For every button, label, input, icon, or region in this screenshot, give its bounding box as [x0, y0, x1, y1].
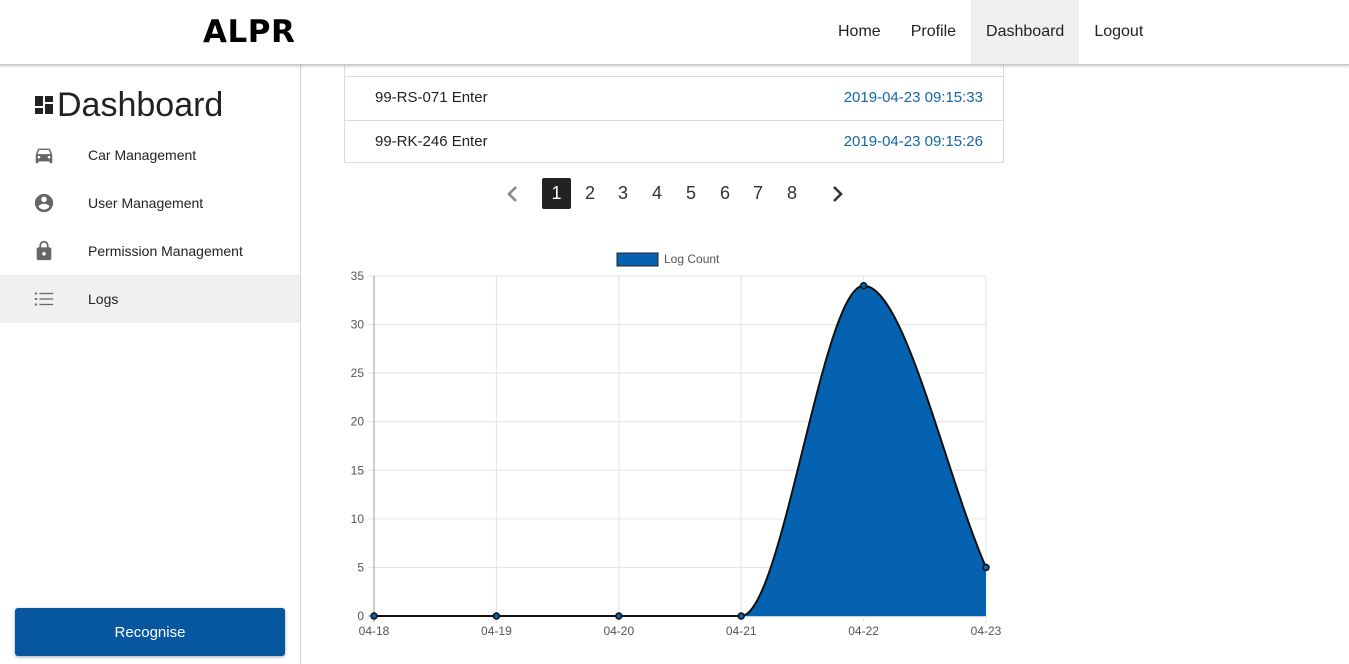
page-6[interactable]: 6 — [719, 183, 730, 203]
data-point — [615, 612, 623, 620]
list-icon — [34, 292, 54, 306]
data-point — [859, 281, 868, 290]
chart-area — [374, 284, 987, 617]
sidebar-title-text: Dashboard — [57, 85, 224, 124]
y-tick-label: 25 — [351, 366, 365, 380]
sidebar-item-permission-management[interactable]: Permission Management — [0, 227, 300, 275]
recognise-button[interactable]: Recognise — [15, 608, 285, 656]
chart-legend: Log Count — [616, 252, 720, 267]
lock-icon — [36, 240, 52, 261]
chevron-right-icon[interactable] — [827, 184, 847, 204]
sidebar-item-label: Logs — [88, 291, 119, 307]
page-3[interactable]: 3 — [617, 183, 628, 203]
y-tick-label: 15 — [351, 463, 365, 477]
log-time: 2019-04-23 09:15:33 — [843, 89, 983, 106]
data-point — [737, 612, 745, 620]
sidebar: Dashboard Car Management User Management… — [0, 65, 301, 664]
sidebar-item-label: User Management — [88, 195, 204, 211]
user-circle-icon — [34, 193, 54, 213]
y-tick-label: 20 — [351, 415, 365, 429]
top-navbar: ALPR Home Profile Dashboard Logout — [0, 0, 1349, 65]
legend-label: Log Count — [664, 252, 720, 266]
chevron-left-icon[interactable] — [503, 184, 523, 204]
nav-profile[interactable]: Profile — [910, 23, 957, 40]
chart-axes: 0 5 10 15 20 25 30 35 04-18 04-19 04-20 04-21 04-22 0… — [351, 269, 1002, 638]
data-point — [492, 612, 501, 620]
x-tick-label: 04-18 — [359, 624, 390, 638]
data-point — [370, 612, 378, 620]
log-count-chart: 0 5 10 15 20 25 30 35 04-18 04-19 04-20 04-21 04-22 0… — [351, 252, 1002, 638]
nav-dashboard[interactable]: Dashboard — [971, 0, 1080, 64]
sidebar-title: Dashboard — [34, 85, 223, 125]
y-tick-label: 0 — [357, 609, 364, 623]
page-7[interactable]: 7 — [752, 183, 763, 203]
logs-table: 99-RS-071 Enter 2019-04-23 09:15:33 99-R… — [344, 64, 1004, 163]
table-row[interactable]: 99-RS-071 Enter 2019-04-23 09:15:33 — [345, 77, 1003, 121]
x-tick-label: 04-21 — [726, 624, 757, 638]
log-plate: 99-RK-246 Enter — [375, 133, 488, 150]
dashboard-grid-icon — [35, 96, 53, 114]
nav-logout[interactable]: Logout — [1094, 23, 1144, 40]
x-tick-label: 04-20 — [603, 624, 634, 638]
brand-logo[interactable]: ALPR — [203, 14, 296, 50]
log-time: 2019-04-23 09:15:26 — [843, 133, 983, 150]
legend-swatch — [616, 252, 659, 267]
nav-home[interactable]: Home — [838, 23, 881, 40]
x-tick-label: 04-23 — [971, 624, 1002, 638]
y-tick-label: 10 — [351, 512, 365, 526]
page-2[interactable]: 2 — [584, 183, 595, 203]
page-8[interactable]: 8 — [786, 183, 797, 203]
page-4[interactable]: 4 — [651, 183, 662, 203]
sidebar-item-car-management[interactable]: Car Management — [0, 131, 300, 179]
table-row-partial — [345, 64, 1003, 77]
series-area-log-count — [374, 285, 986, 616]
table-row[interactable]: 99-RK-246 Enter 2019-04-23 09:15:26 — [345, 121, 1003, 164]
page-5[interactable]: 5 — [685, 183, 696, 203]
sidebar-item-user-management[interactable]: User Management — [0, 179, 300, 227]
log-plate: 99-RS-071 Enter — [375, 89, 488, 106]
chart-points — [370, 281, 990, 620]
main-nav: Home Profile Dashboard Logout — [823, 0, 1158, 64]
x-tick-label: 04-19 — [481, 624, 512, 638]
y-tick-label: 30 — [351, 318, 365, 332]
data-point — [982, 563, 990, 572]
sidebar-item-logs[interactable]: Logs — [0, 275, 300, 323]
page-1[interactable]: 1 — [542, 178, 571, 209]
x-tick-label: 04-22 — [848, 624, 879, 638]
sidebar-item-label: Car Management — [88, 147, 197, 163]
y-tick-label: 35 — [351, 269, 365, 283]
y-tick-label: 5 — [357, 560, 364, 574]
sidebar-item-label: Permission Management — [88, 243, 243, 259]
car-icon — [35, 148, 53, 164]
